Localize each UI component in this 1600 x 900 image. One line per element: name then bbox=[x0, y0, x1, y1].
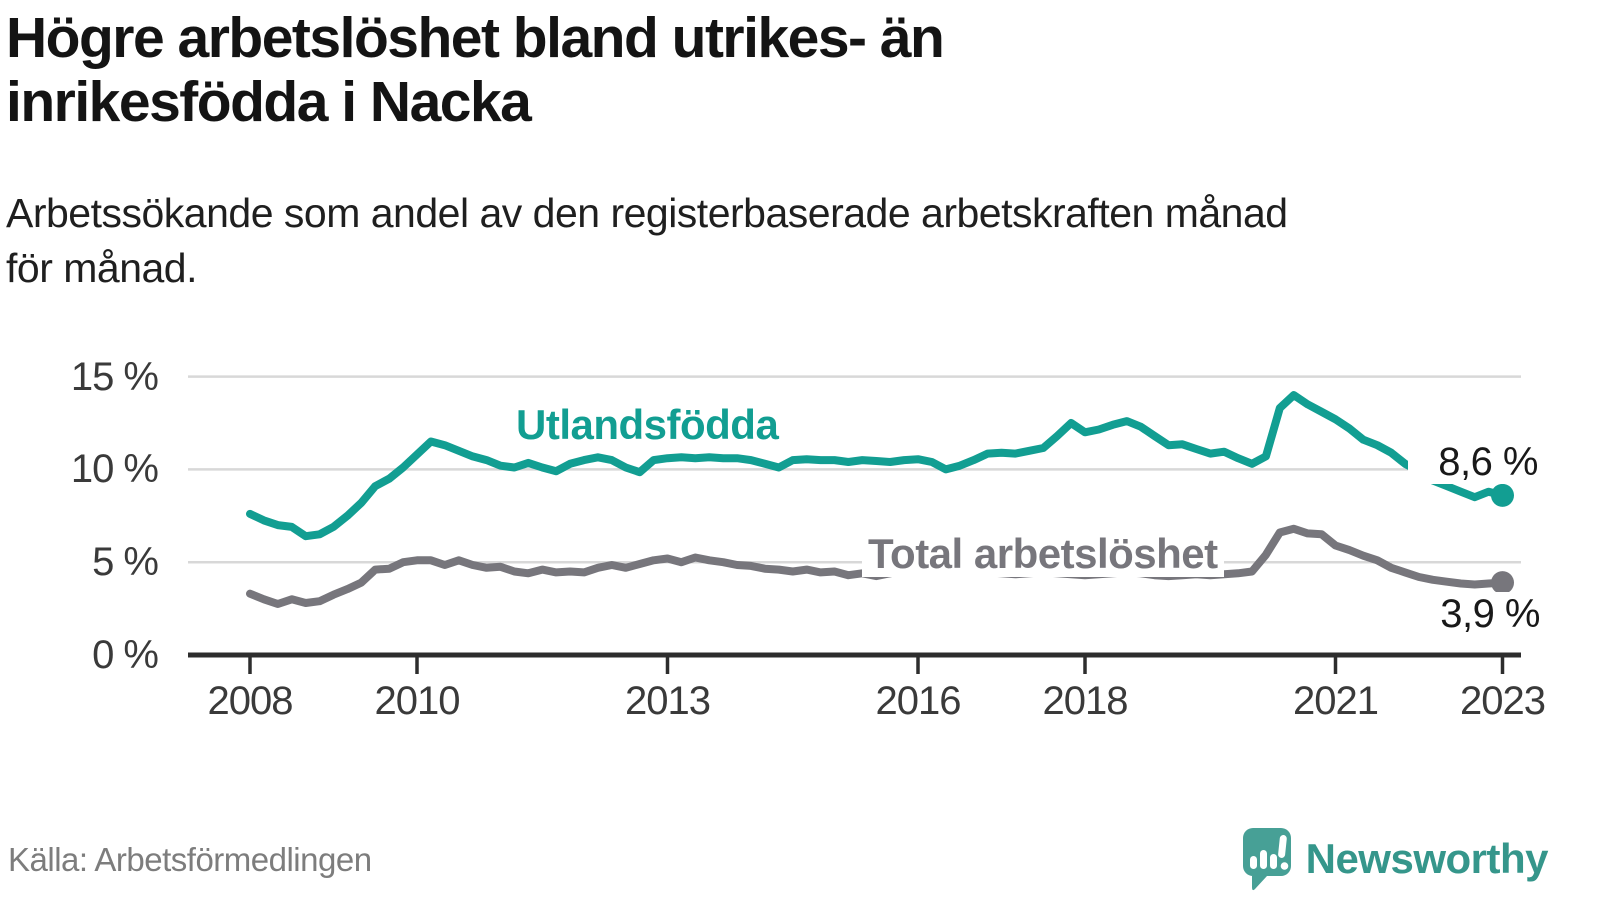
y-axis-label-15: 15 % bbox=[70, 354, 159, 399]
series-line-utlandsfodda bbox=[246, 391, 1507, 541]
x-axis-label-2023: 2023 bbox=[1460, 679, 1546, 723]
logo-exclamation-dot bbox=[1280, 862, 1288, 870]
logo-bar-3 bbox=[1269, 854, 1277, 869]
logo-bar-1 bbox=[1249, 856, 1257, 869]
newsworthy-logo: Newsworthy bbox=[1237, 826, 1549, 892]
end-value-label-total: 3,9 % bbox=[1410, 592, 1544, 636]
subtitle-line-1: Arbetssökande som andel av den registerb… bbox=[6, 190, 1288, 236]
end-value-label-utlandsfodda: 8,6 % bbox=[1408, 440, 1542, 484]
subtitle-line-2: för månad. bbox=[6, 245, 198, 291]
newsworthy-logo-icon bbox=[1242, 828, 1291, 891]
y-axis-label-10: 10 % bbox=[70, 447, 159, 492]
x-axis-label-2018: 2018 bbox=[1042, 679, 1129, 723]
page-title: Högre arbetslöshet bland utrikes- än inr… bbox=[6, 6, 1566, 134]
chart-subtitle: Arbetssökande som andel av den registerb… bbox=[6, 186, 1566, 296]
x-axis-label-2021: 2021 bbox=[1293, 679, 1379, 723]
series-label-total-arbetsloshet: Total arbetslöshet bbox=[862, 531, 1224, 577]
title-line-1: Högre arbetslöshet bland utrikes- än bbox=[6, 6, 945, 70]
logo-bar-2 bbox=[1259, 850, 1267, 869]
series-end-dot-total bbox=[1491, 571, 1514, 595]
x-axis-label-2013: 2013 bbox=[625, 679, 711, 723]
x-axis-label-2010: 2010 bbox=[374, 679, 461, 723]
x-axis-label-2008: 2008 bbox=[207, 679, 294, 723]
x-axis-label-2016: 2016 bbox=[875, 679, 962, 723]
series-label-utlandsfodda: Utlandsfödda bbox=[516, 401, 779, 448]
source-credit: Källa: Arbetsförmedlingen bbox=[8, 841, 372, 878]
series-end-dot-utlandsfodda bbox=[1491, 483, 1514, 507]
logo-exclamation-bar bbox=[1277, 835, 1287, 858]
newsworthy-logo-text: Newsworthy bbox=[1305, 835, 1549, 882]
title-line-2: inrikesfödda i Nacka bbox=[6, 70, 532, 134]
y-axis-label-0: 0 % bbox=[92, 633, 159, 677]
y-axis-label-5: 5 % bbox=[92, 540, 159, 585]
